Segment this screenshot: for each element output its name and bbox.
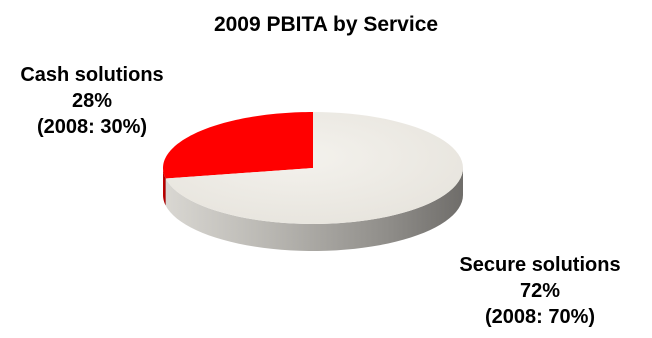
pie-side-secure-solutions [165,168,463,251]
pie-slice-secure-solutions [165,112,463,224]
slice-label-cash-solutions: Cash solutions 28% (2008: 30%) [2,62,182,140]
slice-name: Secure solutions [459,254,621,276]
slice-value: 72% [519,280,561,302]
slice-name: Cash solutions [20,64,164,86]
pie-slice-cash-solutions [163,112,313,179]
slice-label-secure-solutions: Secure solutions 72% (2008: 70%) [428,252,652,330]
slice-note: (2008: 70%) [484,306,596,328]
slice-value: 28% [71,90,113,112]
pie-side-cash-solutions [163,168,166,206]
slice-note: (2008: 30%) [36,116,148,138]
chart-title: 2009 PBITA by Service [213,13,439,36]
